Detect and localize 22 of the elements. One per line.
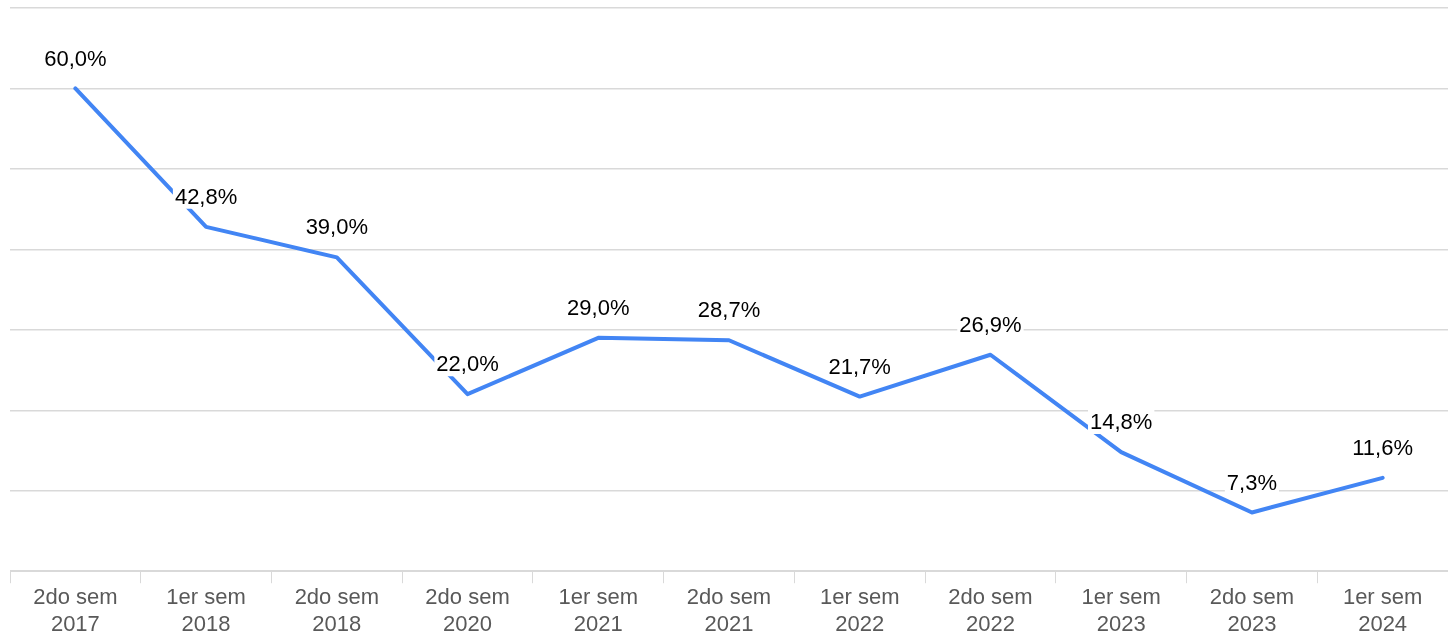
data-label: 29,0% [567,294,630,320]
data-label: 22,0% [436,351,499,377]
x-tick-label: 1er sem 2024 [1342,584,1423,636]
x-tick-label: 1er sem 2022 [819,584,900,636]
x-tick-label: 2do sem 2023 [1209,584,1295,636]
x-tick-label: 2do sem 2022 [948,584,1033,636]
data-label: 11,6% [1352,434,1414,460]
x-tick-label: 2do sem 2021 [686,584,772,636]
data-label: 21,7% [828,353,891,379]
x-tick-label: 1er sem 2023 [1081,584,1161,636]
data-label: 39,0% [305,214,369,240]
data-label: 42,8% [174,183,238,209]
data-label: 60,0% [44,45,107,71]
data-label: 28,7% [697,297,761,323]
x-tick-label: 1er sem 2018 [166,584,246,636]
x-tick-label: 2do sem 2018 [294,584,380,636]
data-label: 26,9% [959,311,1022,337]
x-tick-label: 2do sem 2017 [33,584,118,636]
data-label: 14,8% [1089,409,1153,435]
data-label: 7,3% [1226,469,1277,495]
x-tick-label: 2do sem 2020 [425,584,510,636]
x-tick-label: 1er sem 2021 [558,584,639,636]
